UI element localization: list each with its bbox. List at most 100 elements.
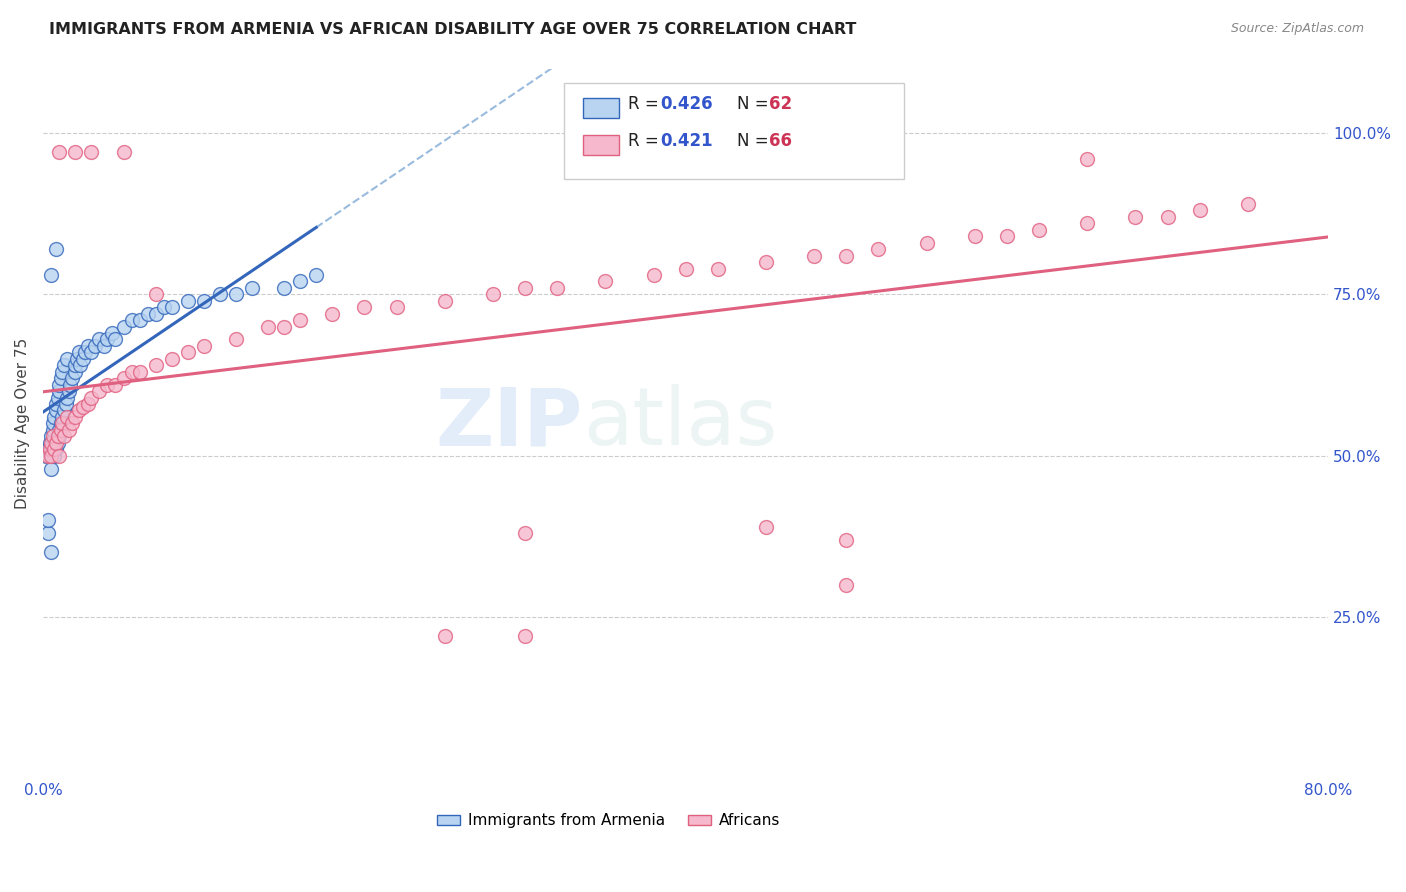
- Point: [112, 371, 135, 385]
- Point: [45, 435, 67, 450]
- Point: [707, 261, 730, 276]
- Text: R =: R =: [628, 132, 664, 151]
- Point: [273, 281, 295, 295]
- Point: [963, 229, 986, 244]
- Text: ZIP: ZIP: [436, 384, 583, 462]
- Point: [177, 293, 200, 308]
- Point: [39, 545, 62, 559]
- FancyBboxPatch shape: [564, 83, 904, 178]
- Legend: Immigrants from Armenia, Africans: Immigrants from Armenia, Africans: [432, 807, 786, 834]
- Point: [59, 377, 82, 392]
- Text: Source: ZipAtlas.com: Source: ZipAtlas.com: [1230, 22, 1364, 36]
- Point: [96, 333, 118, 347]
- Point: [755, 519, 778, 533]
- Point: [56, 391, 79, 405]
- Point: [80, 391, 103, 405]
- Point: [65, 359, 87, 373]
- Point: [60, 417, 83, 431]
- Point: [915, 235, 938, 250]
- Point: [72, 351, 94, 366]
- Point: [38, 435, 60, 450]
- Point: [48, 423, 70, 437]
- Point: [835, 533, 858, 547]
- Point: [48, 384, 70, 398]
- Point: [225, 333, 247, 347]
- Text: N =: N =: [737, 132, 773, 151]
- Point: [433, 629, 456, 643]
- Text: atlas: atlas: [583, 384, 778, 462]
- Point: [152, 300, 174, 314]
- Point: [868, 242, 890, 256]
- Point: [77, 339, 100, 353]
- Bar: [583, 136, 619, 155]
- Point: [353, 300, 375, 314]
- Point: [121, 313, 143, 327]
- Point: [53, 403, 76, 417]
- Point: [208, 287, 231, 301]
- Text: IMMIGRANTS FROM ARMENIA VS AFRICAN DISABILITY AGE OVER 75 CORRELATION CHART: IMMIGRANTS FROM ARMENIA VS AFRICAN DISAB…: [49, 22, 856, 37]
- Point: [835, 249, 858, 263]
- Text: N =: N =: [737, 95, 773, 113]
- Point: [136, 307, 159, 321]
- Point: [1156, 210, 1178, 224]
- Point: [49, 423, 72, 437]
- Point: [290, 313, 312, 327]
- Text: 62: 62: [769, 95, 793, 113]
- Point: [193, 293, 215, 308]
- Point: [755, 255, 778, 269]
- Point: [42, 429, 65, 443]
- Point: [112, 319, 135, 334]
- Y-axis label: Disability Age Over 75: Disability Age Over 75: [15, 338, 30, 509]
- Point: [273, 319, 295, 334]
- Point: [128, 313, 150, 327]
- Point: [58, 384, 80, 398]
- Point: [995, 229, 1018, 244]
- Point: [80, 145, 103, 160]
- Point: [66, 351, 89, 366]
- Text: 0.426: 0.426: [659, 95, 713, 113]
- Point: [513, 281, 536, 295]
- Point: [69, 359, 91, 373]
- Point: [1125, 210, 1147, 224]
- Point: [42, 423, 65, 437]
- Point: [49, 417, 72, 431]
- Point: [35, 449, 58, 463]
- Text: R =: R =: [628, 95, 664, 113]
- Point: [56, 409, 79, 424]
- Point: [546, 281, 568, 295]
- Point: [48, 429, 70, 443]
- Point: [44, 409, 66, 424]
- Point: [44, 449, 66, 463]
- Point: [513, 526, 536, 541]
- Point: [51, 409, 73, 424]
- Point: [101, 326, 124, 340]
- Point: [145, 287, 167, 301]
- Point: [58, 423, 80, 437]
- Point: [39, 461, 62, 475]
- Point: [240, 281, 263, 295]
- Point: [104, 333, 127, 347]
- Point: [67, 345, 90, 359]
- Point: [48, 145, 70, 160]
- Point: [83, 339, 105, 353]
- Point: [67, 403, 90, 417]
- Point: [433, 293, 456, 308]
- Point: [803, 249, 825, 263]
- Point: [257, 319, 280, 334]
- Point: [45, 397, 67, 411]
- Point: [121, 365, 143, 379]
- Point: [160, 300, 183, 314]
- Point: [37, 449, 59, 463]
- Point: [305, 268, 328, 282]
- Point: [385, 300, 408, 314]
- Point: [37, 526, 59, 541]
- Point: [55, 397, 77, 411]
- Point: [1076, 216, 1098, 230]
- Point: [290, 275, 312, 289]
- Point: [1188, 203, 1211, 218]
- Point: [65, 365, 87, 379]
- Text: 0.421: 0.421: [659, 132, 713, 151]
- Point: [49, 371, 72, 385]
- Point: [45, 403, 67, 417]
- Point: [65, 409, 87, 424]
